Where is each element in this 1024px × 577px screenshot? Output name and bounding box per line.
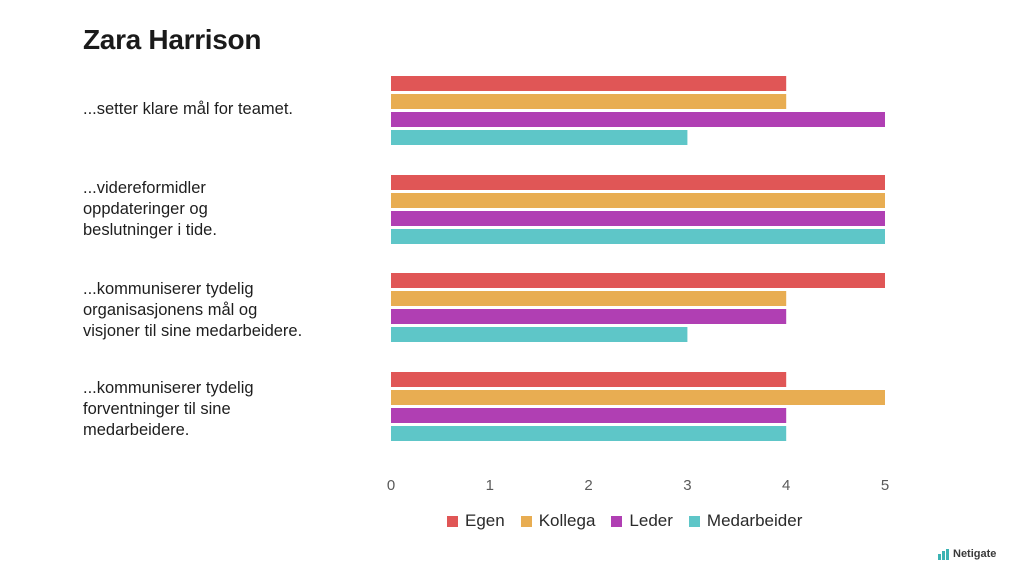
question-line: ...kommuniserer tydelig <box>83 280 254 298</box>
question-line: organisasjonens mål og <box>83 301 258 319</box>
question-label-2: ...videreformidler oppdateringer og besl… <box>83 178 373 241</box>
legend-swatch <box>520 515 532 527</box>
question-label-1: ...setter klare mål for teamet. <box>83 99 373 120</box>
bar-kollega-q4 <box>391 390 885 405</box>
question-line: visjoner til sine medarbeidere. <box>83 322 303 340</box>
x-tick-label: 5 <box>881 477 889 494</box>
chart-legend: Egen Kollega Leder Medarbeider <box>447 511 818 531</box>
bar-chart-logo-icon <box>938 548 950 560</box>
question-line: ...videreformidler <box>83 179 206 197</box>
legend-item-medarbeider: Medarbeider <box>688 511 803 531</box>
x-tick-label: 1 <box>486 477 494 494</box>
question-label-4: ...kommuniserer tydelig forventninger ti… <box>83 378 373 441</box>
legend-item-kollega: Kollega <box>520 511 596 531</box>
question-line: medarbeidere. <box>83 421 190 439</box>
brand-logo: Netigate <box>938 548 996 560</box>
legend-item-egen: Egen <box>447 511 505 531</box>
legend-swatch <box>447 515 458 527</box>
legend-label: Kollega <box>538 511 596 530</box>
bar-kollega-q1 <box>391 94 787 109</box>
bar-leder-q1 <box>391 112 885 127</box>
question-line: ...setter klare mål for teamet. <box>83 100 293 118</box>
x-tick-label: 0 <box>387 477 395 494</box>
brand-name: Netigate <box>953 548 997 560</box>
question-line: ...kommuniserer tydelig <box>83 379 254 397</box>
bar-medarbeider-q4 <box>391 426 787 441</box>
x-tick-label: 3 <box>683 477 691 494</box>
bar-leder-q3 <box>391 309 787 324</box>
bar-egen-q1 <box>391 76 787 91</box>
bar-medarbeider-q2 <box>391 229 885 244</box>
bar-egen-q2 <box>391 175 885 190</box>
x-tick-label: 4 <box>782 477 790 494</box>
page-title: Zara Harrison <box>83 24 262 55</box>
bar-egen-q4 <box>391 372 787 387</box>
bar-kollega-q2 <box>391 193 885 208</box>
question-line: forventninger til sine <box>83 400 231 418</box>
question-line: beslutninger i tide. <box>83 221 217 239</box>
bar-kollega-q3 <box>391 291 787 306</box>
x-tick-label: 2 <box>584 477 592 494</box>
question-label-3: ...kommuniserer tydelig organisasjonens … <box>83 279 373 342</box>
legend-swatch <box>611 515 623 527</box>
legend-swatch <box>688 515 700 527</box>
legend-item-leder: Leder <box>611 511 673 531</box>
legend-label: Egen <box>465 511 505 530</box>
bar-medarbeider-q3 <box>391 327 688 342</box>
question-line: oppdateringer og <box>83 200 208 218</box>
bar-egen-q3 <box>391 273 885 288</box>
bar-medarbeider-q1 <box>391 130 688 145</box>
bar-leder-q4 <box>391 408 787 423</box>
legend-label: Leder <box>629 511 673 530</box>
bar-leder-q2 <box>391 211 885 226</box>
legend-label: Medarbeider <box>706 511 803 530</box>
